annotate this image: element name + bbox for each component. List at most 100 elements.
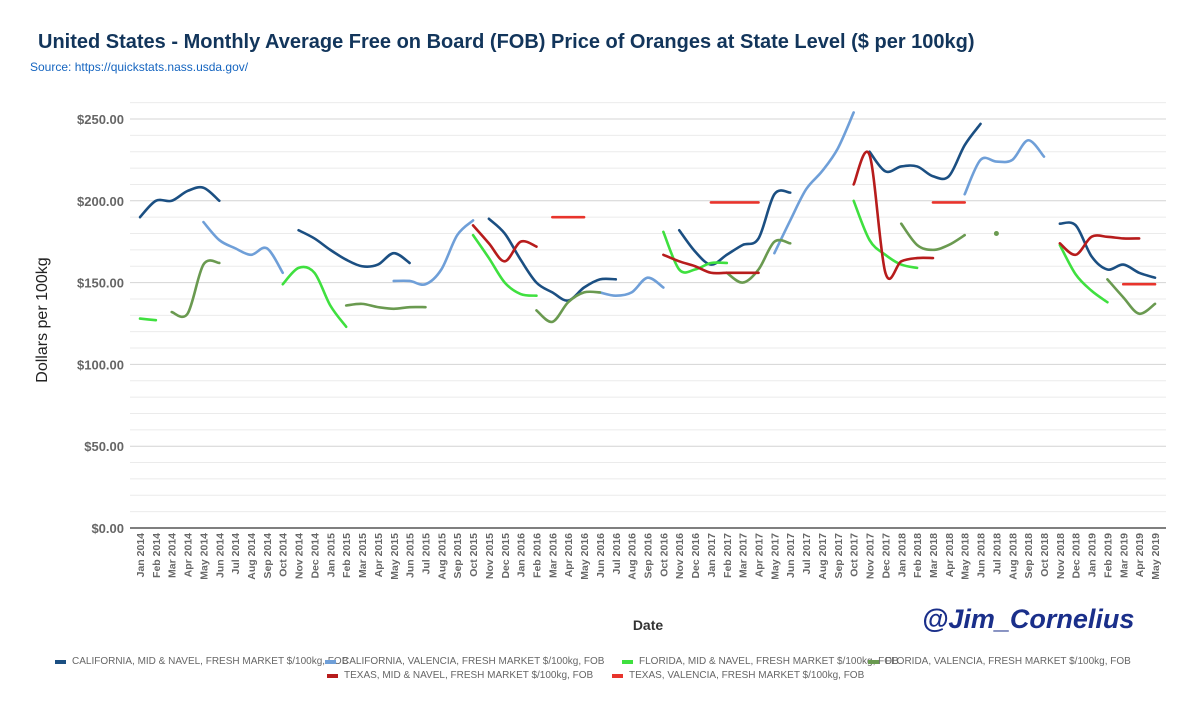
series-line-segment — [535, 290, 602, 324]
x-tick-label: Dec 2015 — [500, 533, 512, 579]
series-line-segment — [963, 138, 1046, 196]
series-line-segment — [471, 224, 538, 263]
series-line-segment — [202, 220, 285, 275]
series-2 — [138, 199, 1109, 329]
gridlines — [130, 102, 1166, 529]
x-tick-label: Nov 2018 — [1055, 533, 1067, 579]
x-tick-label: Jun 2014 — [214, 533, 226, 578]
y-tick-label: $250.00 — [77, 112, 124, 127]
x-tick-label: Aug 2015 — [436, 533, 448, 580]
x-tick-label: Nov 2017 — [865, 533, 877, 579]
series-line-segment — [1058, 243, 1109, 304]
series-line-segment — [1058, 234, 1141, 257]
series-4 — [471, 150, 1141, 281]
x-tick-label: May 2016 — [579, 533, 591, 580]
series-line-segment — [138, 317, 158, 322]
series-line-segment — [170, 259, 221, 319]
x-tick-label: Jul 2016 — [611, 533, 623, 575]
x-tick-label: Sep 2014 — [262, 533, 274, 579]
x-tick-label: Jan 2019 — [1087, 533, 1099, 578]
series-line-segment — [1106, 278, 1157, 315]
series-line-segment — [725, 238, 792, 284]
x-tick-label: Jan 2018 — [896, 533, 908, 578]
x-tick-label: Sep 2018 — [1023, 533, 1035, 579]
series-line-segment — [471, 233, 538, 297]
chart-title: United States - Monthly Average Free on … — [38, 31, 975, 53]
x-tick-label: Jan 2016 — [516, 533, 528, 578]
x-tick-label: Mar 2019 — [1118, 533, 1130, 578]
series-line-segment — [138, 185, 221, 219]
x-tick-label: Aug 2016 — [627, 533, 639, 580]
x-tick-label: Jan 2017 — [706, 533, 718, 578]
x-tick-label: Oct 2016 — [658, 533, 670, 577]
source-link[interactable]: Source: https://quickstats.nass.usda.gov… — [30, 60, 249, 74]
x-tick-label: May 2015 — [389, 533, 401, 580]
series-line-segment — [852, 199, 919, 270]
x-tick-label: Apr 2016 — [563, 533, 575, 578]
x-tick-label: Jul 2015 — [420, 533, 432, 575]
y-tick-label: $50.00 — [84, 439, 124, 454]
series-line-segment — [662, 253, 760, 275]
y-axis-title: Dollars per 100kg — [34, 257, 51, 382]
y-tick-label: $150.00 — [77, 276, 124, 291]
x-tick-label: Jun 2017 — [785, 533, 797, 578]
y-tick-label: $100.00 — [77, 357, 124, 372]
x-tick-label: Jul 2017 — [801, 533, 813, 575]
series-line-segment — [487, 217, 618, 302]
series-line-segment — [773, 111, 855, 255]
x-tick-label: Jan 2014 — [135, 533, 147, 578]
x-tick-label: Jun 2015 — [405, 533, 417, 578]
series-line-segment — [1058, 221, 1157, 279]
x-tick-label: Feb 2017 — [722, 533, 734, 578]
x-tick-label: Mar 2018 — [928, 533, 940, 578]
series-lines — [138, 111, 1157, 329]
series-line-segment — [598, 276, 665, 297]
x-tick-label: Jul 2014 — [230, 533, 242, 575]
series-line-segment — [868, 122, 982, 181]
x-tick-label: May 2017 — [769, 533, 781, 580]
x-tick-label: Mar 2015 — [357, 533, 369, 578]
x-axis-title: Date — [633, 617, 664, 633]
series-line-segment — [677, 189, 792, 266]
y-tick-label: $0.00 — [91, 521, 124, 536]
x-tick-label: Mar 2017 — [738, 533, 750, 578]
x-tick-label: May 2018 — [960, 533, 972, 580]
x-tick-label: Jul 2018 — [991, 533, 1003, 575]
x-tick-label: Jun 2018 — [976, 533, 988, 578]
x-tick-label: Aug 2017 — [817, 533, 829, 580]
x-tick-label: Apr 2019 — [1134, 533, 1146, 578]
x-tick-label: Feb 2015 — [341, 533, 353, 578]
series-0 — [138, 122, 1157, 302]
watermark: @Jim_Cornelius — [922, 604, 1135, 634]
y-tick-label: $200.00 — [77, 194, 124, 209]
series-line-segment — [899, 222, 966, 252]
x-tick-label: Aug 2018 — [1007, 533, 1019, 580]
x-tick-label: Nov 2014 — [294, 533, 306, 579]
series-line-segment — [392, 219, 475, 286]
x-tick-label: Oct 2018 — [1039, 533, 1051, 577]
x-tick-label: Apr 2014 — [183, 533, 195, 578]
x-tick-label: Aug 2014 — [246, 533, 258, 580]
x-tick-label: Oct 2015 — [468, 533, 480, 577]
x-tick-label: Apr 2017 — [754, 533, 766, 578]
x-tick-label: Oct 2014 — [278, 533, 290, 577]
x-tick-label: Jun 2016 — [595, 533, 607, 578]
x-tick-label: Feb 2018 — [912, 533, 924, 578]
x-tick-label: Dec 2017 — [880, 533, 892, 579]
y-axis-ticks: $0.00 $50.00 $100.00 $150.00 $200.00 $250.00 — [77, 112, 124, 536]
x-tick-label: Oct 2017 — [849, 533, 861, 577]
series-5 — [551, 201, 1157, 286]
x-tick-label: Feb 2016 — [531, 533, 543, 578]
x-tick-label: Sep 2017 — [833, 533, 845, 579]
x-tick-label: Feb 2014 — [151, 533, 163, 578]
data-point — [993, 231, 999, 237]
x-tick-label: Mar 2014 — [167, 533, 179, 578]
x-tick-label: Dec 2016 — [690, 533, 702, 579]
x-tick-label: Sep 2015 — [452, 533, 464, 579]
series-line-segment — [297, 228, 411, 268]
series-1 — [202, 111, 1046, 297]
x-tick-label: May 2014 — [198, 533, 210, 580]
x-tick-label: Dec 2018 — [1071, 533, 1083, 579]
series-3 — [170, 222, 1157, 324]
